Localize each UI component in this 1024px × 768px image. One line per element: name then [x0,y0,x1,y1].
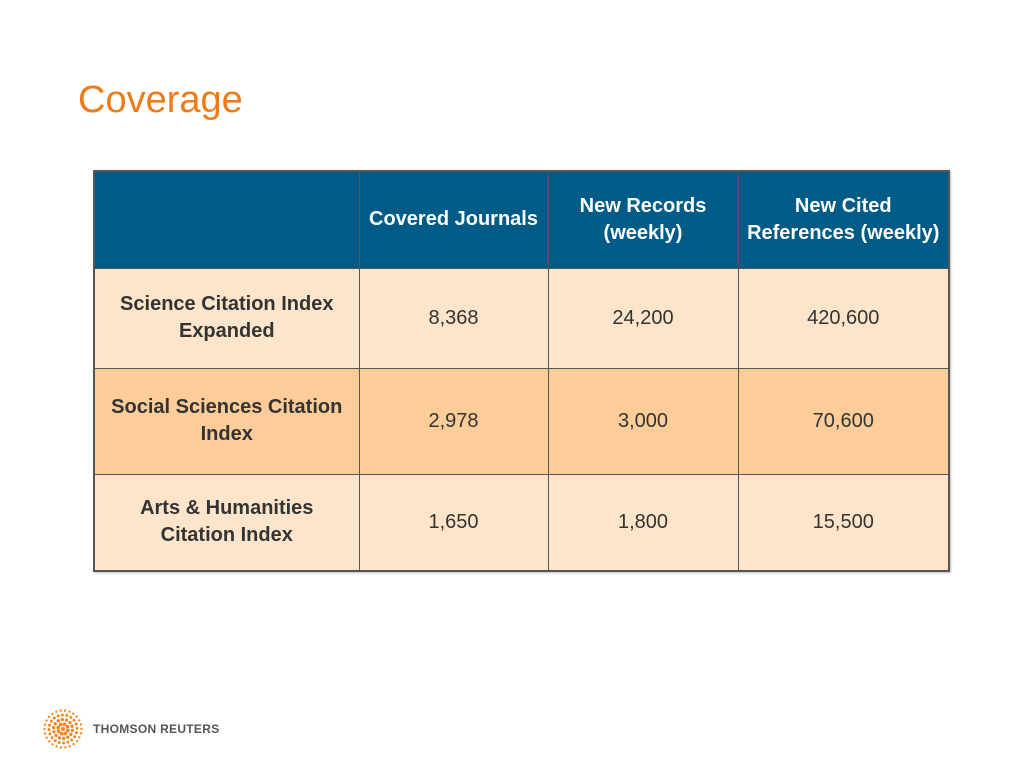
cell-covered-journals: 8,368 [358,267,549,369]
cell-covered-journals: 1,650 [358,473,549,572]
coverage-table: Covered Journals New Records (weekly) Ne… [93,170,950,572]
header-covered-journals: Covered Journals [358,170,549,269]
header-new-cited-references: New Cited References (weekly) [737,170,950,269]
cell-new-cited-references: 15,500 [737,473,950,572]
row-label: Social Sciences Citation Index [93,367,360,475]
cell-new-records: 1,800 [547,473,739,572]
cell-covered-journals: 2,978 [358,367,549,475]
thomson-reuters-logo: THOMSON REUTERS [41,707,220,751]
row-label: Arts & Humanities Citation Index [93,473,360,572]
cell-new-cited-references: 70,600 [737,367,950,475]
cell-new-records: 3,000 [547,367,739,475]
cell-new-cited-references: 420,600 [737,267,950,369]
row-label: Science Citation Index Expanded [93,267,360,369]
header-corner-cell [93,170,360,269]
table-row: Arts & Humanities Citation Index 1,650 1… [93,473,950,572]
slide-title: Coverage [78,79,243,121]
table-row: Science Citation Index Expanded 8,368 24… [93,267,950,369]
cell-new-records: 24,200 [547,267,739,369]
table-header-row: Covered Journals New Records (weekly) Ne… [93,170,950,269]
logo-wordmark: THOMSON REUTERS [93,722,220,736]
header-new-records: New Records (weekly) [547,170,739,269]
thomson-reuters-dot-sphere-icon [43,709,83,749]
table-row: Social Sciences Citation Index 2,978 3,0… [93,367,950,475]
